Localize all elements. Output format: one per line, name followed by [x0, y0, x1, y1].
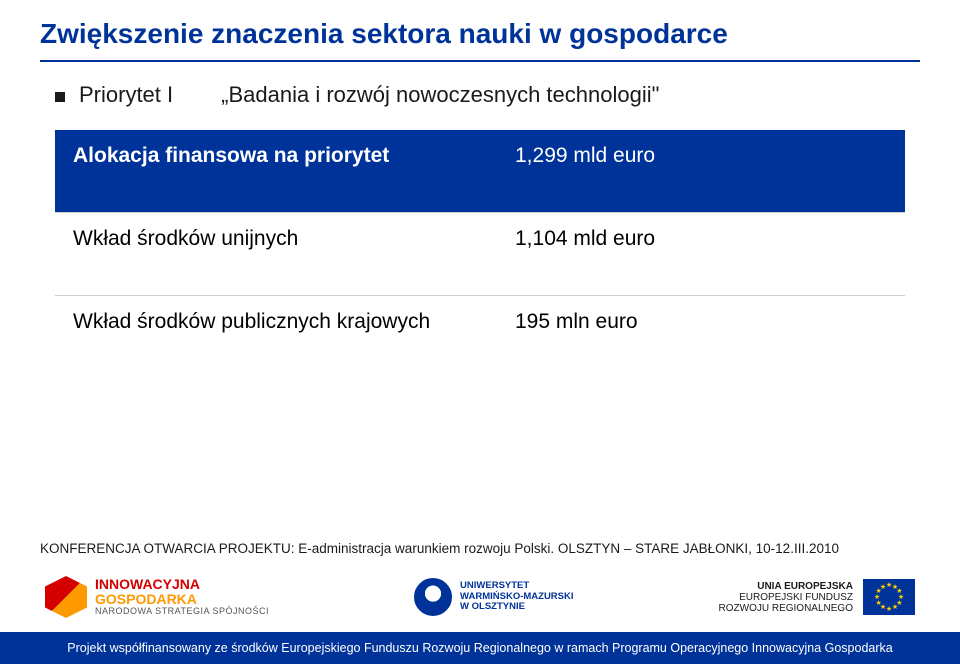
eu-line3: ROZWOJU REGIONALNEGO [719, 603, 853, 614]
nss-line1: INNOWACYJNA [95, 577, 269, 592]
priority-label: Priorytet I [79, 82, 173, 108]
logo-innowacyjna-gospodarka: INNOWACYJNA GOSPODARKA NARODOWA STRATEGI… [45, 576, 269, 618]
eu-line2: EUROPEJSKI FUNDUSZ [719, 592, 853, 603]
nss-text: INNOWACYJNA GOSPODARKA NARODOWA STRATEGI… [95, 577, 269, 618]
eu-text: UNIA EUROPEJSKA EUROPEJSKI FUNDUSZ ROZWO… [719, 581, 853, 614]
slide: Zwiększenie znaczenia sektora nauki w go… [0, 0, 960, 664]
table-cell-value: 1,299 mld euro [497, 130, 905, 213]
eu-star-icon: ★ [880, 583, 886, 591]
eu-star-icon: ★ [886, 605, 892, 613]
bullet-icon [55, 92, 65, 102]
priority-value: „Badania i rozwój nowoczesnych technolog… [221, 82, 659, 108]
slide-header: Zwiększenie znaczenia sektora nauki w go… [0, 0, 960, 62]
table-cell-label: Wkład środków publicznych krajowych [55, 296, 497, 379]
table-cell-value: 1,104 mld euro [497, 213, 905, 296]
logo-strip: INNOWACYJNA GOSPODARKA NARODOWA STRATEGI… [0, 562, 960, 632]
allocation-table: Alokacja finansowa na priorytet 1,299 ml… [55, 130, 905, 378]
nss-line3: NARODOWA STRATEGIA SPÓJNOŚCI [95, 607, 269, 617]
logo-uwm: UNIWERSYTET WARMIŃSKO-MAZURSKI W OLSZTYN… [414, 578, 573, 616]
footer-funding-bar: Projekt współfinansowany ze środków Euro… [0, 632, 960, 664]
uwm-text: UNIWERSYTET WARMIŃSKO-MAZURSKI W OLSZTYN… [460, 581, 573, 612]
slide-footer: KONFERENCJA OTWARCIA PROJEKTU: E-adminis… [0, 533, 960, 664]
conference-line: KONFERENCJA OTWARCIA PROJEKTU: E-adminis… [0, 541, 960, 556]
eu-line1: UNIA EUROPEJSKA [719, 581, 853, 592]
table-row: Alokacja finansowa na priorytet 1,299 ml… [55, 130, 905, 213]
table-row: Wkład środków publicznych krajowych 195 … [55, 296, 905, 379]
logo-eu: UNIA EUROPEJSKA EUROPEJSKI FUNDUSZ ROZWO… [719, 579, 915, 615]
eu-star-icon: ★ [892, 603, 898, 611]
eu-flag-icon: ★★★★★★★★★★★★ [863, 579, 915, 615]
nss-hex-icon [45, 576, 87, 618]
table-cell-label: Alokacja finansowa na priorytet [55, 130, 497, 213]
table-row: Wkład środków unijnych 1,104 mld euro [55, 213, 905, 296]
uwm-badge-icon [414, 578, 452, 616]
priority-bullet: Priorytet I „Badania i rozwój nowoczesny… [55, 82, 905, 108]
table-cell-label: Wkład środków unijnych [55, 213, 497, 296]
uwm-line3: W OLSZTYNIE [460, 602, 573, 612]
table-cell-value: 195 mln euro [497, 296, 905, 379]
page-title: Zwiększenie znaczenia sektora nauki w go… [40, 18, 920, 50]
